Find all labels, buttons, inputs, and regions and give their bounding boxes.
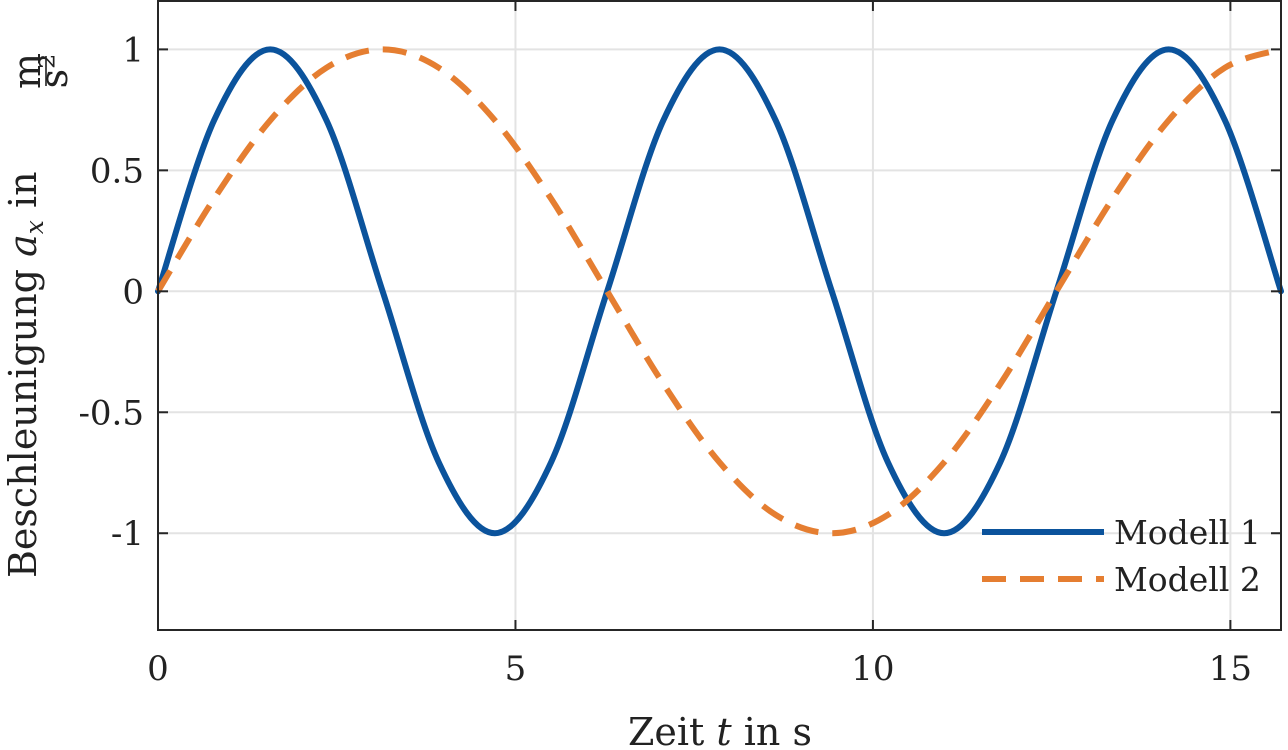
x-tick-label: 5 — [505, 649, 527, 689]
series-line-modell-1 — [155, 46, 1284, 537]
y-tick-label: 1 — [122, 30, 144, 70]
legend-label-modell-1: Modell 1 — [1114, 513, 1261, 552]
x-axis-label: Zeit t in s — [628, 710, 812, 750]
legend-label-modell-2: Modell 2 — [1114, 560, 1261, 599]
x-tick-label: 10 — [851, 649, 894, 689]
legend: Modell 1 Modell 2 — [982, 513, 1261, 599]
y-axis-unit-numerator: m — [5, 53, 49, 89]
x-tick-label: 0 — [147, 649, 169, 689]
series-layer — [155, 46, 1284, 537]
y-tick-label: 0.5 — [90, 151, 144, 191]
ticks: 0 5 10 15 1 0.5 0 -0.5 -1 — [78, 1, 1281, 689]
x-tick-label: 15 — [1209, 649, 1252, 689]
y-axis-unit-denominator: s² — [32, 54, 76, 89]
y-tick-label: -1 — [111, 514, 144, 554]
axes-frame — [157, 0, 1282, 631]
plot-area — [158, 0, 1281, 630]
y-tick-label: 0 — [122, 272, 144, 312]
y-axis-label: Beschleunigung ax in — [1, 171, 49, 578]
series-line-modell-2 — [155, 46, 1282, 537]
y-tick-label: -0.5 — [78, 393, 144, 433]
y-axis-unit-fraction: m s² — [5, 53, 76, 89]
